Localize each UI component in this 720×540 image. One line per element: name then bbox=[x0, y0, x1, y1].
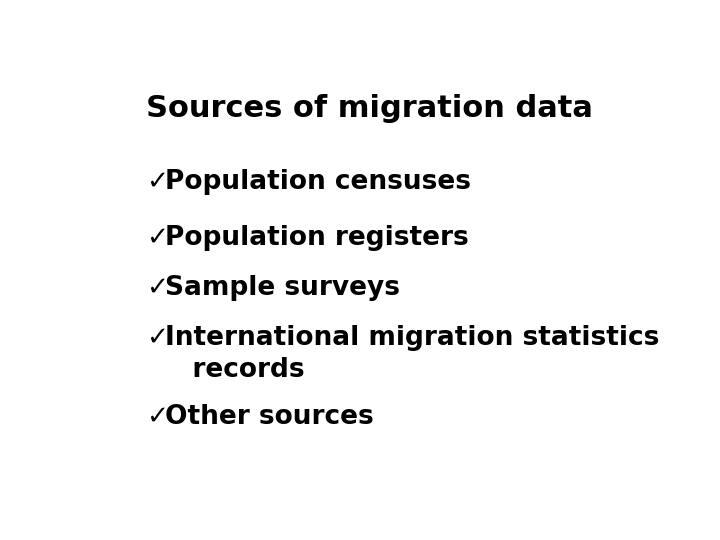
Text: Other sources: Other sources bbox=[166, 404, 374, 430]
Text: ✓: ✓ bbox=[145, 168, 168, 195]
Text: Population censuses: Population censuses bbox=[166, 168, 472, 195]
Text: ✓: ✓ bbox=[145, 225, 168, 251]
Text: International migration statistics
   records: International migration statistics recor… bbox=[166, 325, 660, 383]
Text: ✓: ✓ bbox=[145, 404, 168, 430]
Text: Sample surveys: Sample surveys bbox=[166, 275, 400, 301]
Text: Population registers: Population registers bbox=[166, 225, 469, 251]
Text: ✓: ✓ bbox=[145, 275, 168, 301]
Text: ✓: ✓ bbox=[145, 325, 168, 350]
Text: Sources of migration data: Sources of migration data bbox=[145, 94, 593, 123]
